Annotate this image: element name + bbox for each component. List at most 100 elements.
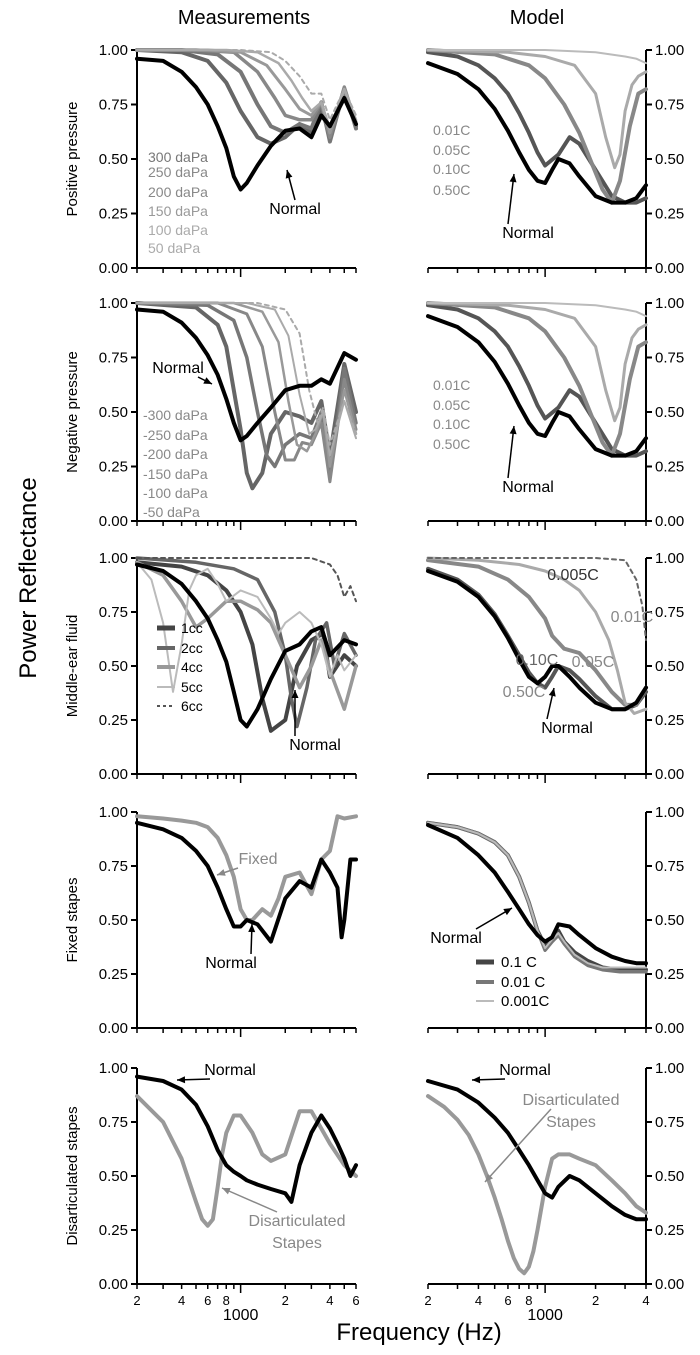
y-tick-label: 0.75	[655, 1114, 684, 1131]
x-tick-label: 4	[178, 1293, 185, 1308]
y-tick-label: 0.00	[99, 1276, 128, 1293]
series-line	[426, 1079, 648, 1222]
legend-entry: 0.1 C	[501, 954, 537, 971]
y-tick-label: 0.75	[655, 858, 684, 875]
y-tick-label: 0.00	[655, 513, 684, 530]
annotation-label: 0.05C	[572, 654, 615, 671]
series-line	[426, 823, 648, 966]
legend-entry: 50 daPa	[148, 240, 200, 256]
annotation-arrowhead	[548, 688, 556, 697]
series-line	[135, 1094, 358, 1228]
x-tick-label: 4	[475, 1293, 482, 1308]
legend-entry: 6cc	[181, 698, 203, 714]
legend-entry: -50 daPa	[143, 504, 200, 520]
y-tick-label: 0.00	[655, 1276, 684, 1293]
annotation-label: Fixed	[238, 851, 277, 868]
annotation-arrowhead	[503, 908, 512, 916]
annotation-arrow	[484, 1108, 552, 1183]
legend-entry: 100 daPa	[148, 222, 208, 238]
annotation-label: Normal	[499, 1062, 551, 1079]
y-tick-label: 0.00	[99, 260, 128, 277]
y-tick-label: 0.25	[655, 966, 684, 983]
legend-entry: -150 daPa	[143, 466, 208, 482]
y-tick-label: 1.00	[99, 804, 128, 821]
legend-entry: 200 daPa	[148, 184, 208, 200]
series-line	[136, 302, 357, 457]
y-tick-label: 0.00	[655, 260, 684, 277]
series-line	[426, 50, 648, 205]
annotation-arrowhead	[472, 1076, 481, 1084]
legend-entry: 0.05C	[433, 397, 470, 413]
series-line	[426, 821, 648, 974]
y-tick-label: 0.50	[655, 658, 684, 675]
annotation-arrowhead	[485, 1173, 493, 1182]
y-tick-label: 0.00	[99, 766, 128, 783]
series-line	[135, 56, 358, 192]
annotation-arrowhead	[177, 1076, 186, 1084]
series-line	[136, 557, 357, 603]
panel-0: 0.00 0.25 0.50 0.75 1.00 Positive pressure 300…	[64, 42, 358, 277]
series-line	[135, 556, 358, 729]
y-tick-label: 1.00	[655, 804, 684, 821]
annotation-arrow	[507, 173, 515, 225]
panel-7: 0.00 0.25 0.50 0.75 1.00 0.1 C 0.01 C 0.001C Nor…	[426, 804, 684, 1037]
y-tick-label: 1.00	[99, 295, 128, 312]
x-tick-label: 2	[424, 1293, 431, 1308]
legend-entry: -200 daPa	[143, 446, 208, 462]
annotation-label: 0.005C	[547, 567, 599, 584]
y-tick-label: 1.00	[655, 295, 684, 312]
annotation-arrowhead	[291, 690, 299, 698]
series-line	[135, 301, 358, 484]
x-tick-label: 6	[204, 1293, 211, 1308]
annotation-arrowhead	[248, 924, 256, 933]
annotation-label: Stapes	[272, 1235, 322, 1252]
panel-5: 0.00 0.25 0.50 0.75 1.00 Normal 0.005C 0.01C 0.1…	[426, 550, 684, 783]
annotation-label: 0.10C	[516, 652, 559, 669]
annotation-arrowhead	[285, 170, 293, 179]
y-tick-label: 0.50	[99, 1168, 128, 1185]
legend-entry: 4cc	[181, 659, 203, 675]
panel-1: 0.00 0.25 0.50 0.75 1.00 0.01C 0.05C 0.10C 0.50C…	[426, 42, 684, 277]
col-title-measurements: Measurements	[178, 7, 310, 29]
annotation-label: Normal	[152, 360, 204, 377]
y-tick-label: 0.75	[655, 350, 684, 367]
series-line	[426, 820, 648, 972]
annotation-arrow	[221, 1187, 278, 1213]
y-tick-label: 0.75	[99, 858, 128, 875]
x-tick-label: 2	[592, 1293, 599, 1308]
series-line	[135, 562, 358, 729]
annotation-label: Normal	[502, 479, 554, 496]
legend-entry: 0.001C	[501, 993, 550, 1010]
series-line	[136, 561, 357, 693]
panel-y-label: Positive pressure	[64, 101, 81, 216]
y-tick-label: 0.75	[99, 604, 128, 621]
series-line	[427, 49, 647, 65]
x-tick-label: 2	[133, 1293, 140, 1308]
series-line	[426, 314, 648, 458]
legend-entry: 1cc	[181, 620, 203, 636]
legend-entry: 0.01C	[433, 122, 470, 138]
y-tick-label: 1.00	[99, 1060, 128, 1077]
annotation-arrowhead	[509, 426, 517, 435]
legend-entry: 0.10C	[433, 416, 470, 432]
y-tick-label: 0.50	[655, 151, 684, 168]
annotation-label: Disarticulated	[523, 1092, 620, 1109]
legend-entry: 0.50C	[433, 436, 470, 452]
series-line	[426, 301, 648, 458]
legend-entry: 150 daPa	[148, 203, 208, 219]
y-tick-label: 1.00	[655, 550, 684, 567]
annotation-label: 0.50C	[503, 684, 546, 701]
series-line	[135, 560, 358, 711]
y-tick-label: 0.25	[99, 459, 128, 476]
series-line	[136, 302, 357, 446]
annotation-label: Normal	[204, 1062, 256, 1079]
annotation-arrowhead	[509, 174, 517, 183]
y-tick-label: 1.00	[99, 42, 128, 59]
x-tick-label: 4	[642, 1293, 649, 1308]
series-line	[426, 303, 648, 458]
panel-y-label: Fixed stapes	[64, 877, 81, 962]
y-tick-label: 0.50	[655, 404, 684, 421]
annotation-arrowhead	[203, 377, 212, 384]
x-tick-label: 4	[326, 1293, 333, 1308]
y-tick-label: 1.00	[655, 42, 684, 59]
